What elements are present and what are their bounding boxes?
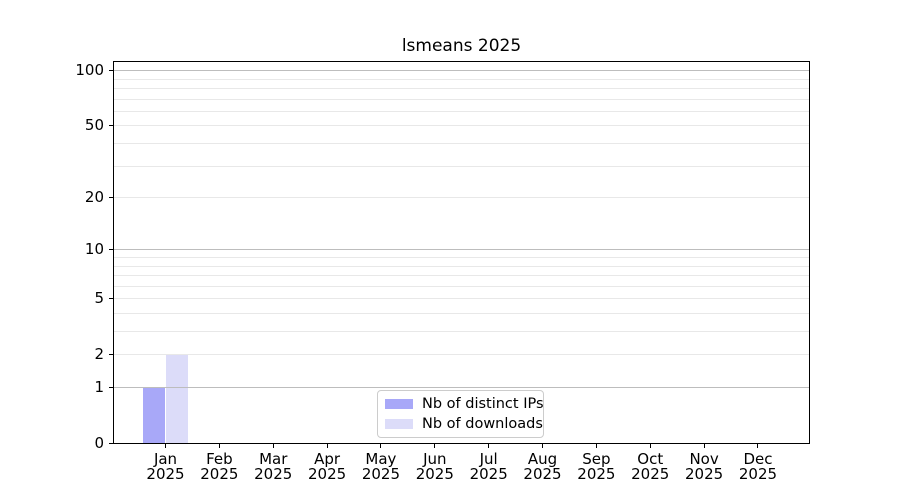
x-tick-label: Apr 2025 — [307, 450, 347, 483]
bar-downloads — [165, 354, 189, 443]
x-tick-label: Dec 2025 — [738, 450, 778, 483]
plot-area — [113, 61, 810, 444]
x-tick-label: Jun 2025 — [415, 450, 454, 483]
legend-swatch-distinct-ips — [385, 399, 413, 410]
x-tick-label: Oct 2025 — [631, 450, 670, 483]
x-tick-mark — [272, 444, 274, 448]
y-tick-mark — [109, 124, 113, 126]
y-tick-mark — [109, 69, 113, 71]
legend-label-distinct-ips: Nb of distinct IPs — [422, 396, 544, 413]
bars-layer — [114, 62, 809, 443]
x-tick-mark — [595, 444, 597, 448]
y-tick-label: 10 — [84, 239, 104, 258]
x-tick-mark — [165, 444, 166, 448]
x-tick-label: Feb 2025 — [200, 450, 239, 483]
x-tick-mark — [218, 444, 220, 448]
x-tick-mark — [380, 444, 382, 448]
legend-item-downloads: Nb of downloads — [385, 415, 543, 433]
y-tick-mark — [109, 442, 113, 444]
y-tick-label: 2 — [94, 344, 104, 363]
x-tick-label: Jul 2025 — [469, 450, 508, 483]
x-tick-mark — [649, 444, 651, 448]
bar-distinct-ips — [142, 387, 166, 443]
y-tick-mark — [109, 248, 113, 250]
x-tick-label: May 2025 — [361, 450, 401, 483]
y-tick-label: 1 — [94, 377, 104, 396]
legend-swatch-downloads — [385, 418, 413, 429]
y-tick-mark — [109, 297, 113, 299]
x-tick-mark — [434, 444, 436, 448]
y-tick-mark — [109, 353, 113, 355]
y-tick-label: 50 — [84, 115, 104, 134]
y-tick-mark — [109, 196, 113, 198]
x-tick-mark — [703, 444, 705, 448]
legend-item-distinct-ips: Nb of distinct IPs — [385, 395, 544, 413]
legend-label-downloads: Nb of downloads — [422, 415, 543, 432]
legend: Nb of distinct IPs Nb of downloads — [377, 390, 544, 438]
x-tick-mark — [542, 444, 544, 448]
y-tick-label: 5 — [94, 288, 104, 307]
x-tick-label: Nov 2025 — [685, 450, 724, 483]
y-tick-label: 20 — [84, 187, 104, 206]
x-tick-label: Aug 2025 — [523, 450, 562, 483]
x-tick-mark — [488, 444, 490, 448]
x-tick-label: Mar 2025 — [254, 450, 293, 483]
chart-title: lsmeans 2025 — [401, 36, 522, 56]
x-tick-mark — [757, 444, 759, 448]
x-tick-label: Jan 2025 — [146, 450, 185, 483]
x-tick-mark — [326, 444, 328, 448]
y-tick-label: 0 — [94, 433, 104, 452]
y-tick-label: 100 — [75, 60, 104, 79]
x-tick-label: Sep 2025 — [577, 450, 616, 483]
y-tick-mark — [109, 386, 113, 388]
